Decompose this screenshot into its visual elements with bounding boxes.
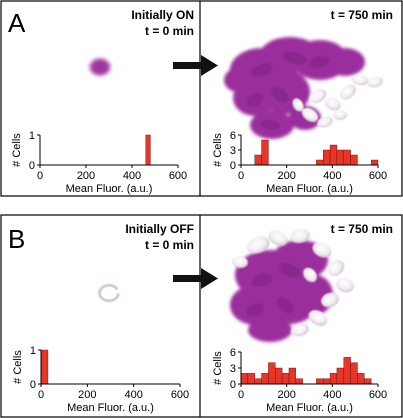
panel-a: A Initially ON t = 0 min t = 750 min — [0, 0, 403, 197]
x-tick-label: 400 — [323, 170, 341, 182]
panel-a-colony-image — [224, 37, 383, 139]
x-axis-label: Mean Fluor. (a.u.) — [266, 402, 353, 414]
histogram-bar — [336, 367, 344, 385]
y-tick-label: 6 — [230, 130, 236, 142]
y-tick-label: 0 — [230, 160, 236, 172]
x-tick-label: 200 — [78, 389, 96, 401]
x-axis-label: Mean Fluor. (a.u.) — [67, 402, 154, 414]
x-tick-label: 200 — [277, 170, 295, 182]
panel-b-initial-title: Initially OFF — [125, 222, 194, 236]
panel-a-arrow — [173, 55, 218, 76]
x-tick-label: 200 — [277, 389, 295, 401]
y-tick-label: 1 — [30, 345, 36, 357]
histogram-bar — [316, 159, 324, 166]
panel-b-initial-time: t = 0 min — [145, 238, 194, 252]
histogram-bar — [343, 149, 351, 166]
panel-b-histogram-initial: 0 1 0 200 400 600 Mean Fluor. (a.u.) # Cells — [12, 345, 189, 414]
panel-a-final-time: t = 750 min — [331, 8, 393, 22]
histogram-bar — [254, 378, 262, 385]
panel-b-frame — [0, 214, 403, 418]
panel-b-letter: B — [8, 224, 25, 254]
panel-b-final-time: t = 750 min — [331, 222, 393, 236]
panel-b: B Initially OFF t = 0 min t = 750 min — [0, 214, 403, 418]
x-tick-label: 400 — [123, 170, 141, 182]
x-tick-label: 0 — [38, 389, 44, 401]
histogram-bar — [316, 378, 324, 385]
histogram-bar — [295, 378, 303, 385]
histogram-bar — [323, 149, 331, 166]
panel-a-histogram-final: 0 3 6 0 200 400 600 Mean Fluor. (a.u.) # Cells — [212, 130, 387, 195]
panel-a-letter: A — [8, 8, 26, 38]
histogram-bar — [281, 373, 290, 385]
panel-a-initial-cell-image — [88, 57, 112, 77]
panel-a-histogram-initial: 0 1 0 200 400 600 Mean Fluor. (a.u.) # Cells — [11, 130, 187, 195]
x-tick-label: 600 — [369, 170, 387, 182]
x-axis-label: Mean Fluor. (a.u.) — [266, 183, 353, 195]
x-tick-label: 0 — [37, 170, 43, 182]
histogram-bar — [254, 154, 262, 166]
y-axis-label: # Cells — [212, 133, 224, 167]
histogram-bar — [364, 378, 372, 385]
x-tick-label: 600 — [171, 389, 189, 401]
histogram-bar — [145, 134, 151, 166]
histogram-bar — [323, 378, 331, 385]
x-tick-label: 0 — [238, 170, 244, 182]
histogram-bar — [370, 159, 379, 166]
panel-b-initial-cell-image — [98, 284, 124, 302]
histogram-bar — [261, 373, 269, 385]
x-tick-label: 400 — [124, 389, 142, 401]
histogram-bar — [329, 373, 338, 385]
y-axis-label: # Cells — [11, 133, 23, 167]
histogram-bar — [261, 139, 269, 166]
x-tick-label: 200 — [77, 170, 95, 182]
histogram-bar — [350, 154, 358, 166]
histogram-bar — [343, 357, 351, 385]
panel-a-frame — [0, 0, 403, 197]
x-tick-label: 600 — [369, 389, 387, 401]
histogram-bar — [40, 349, 49, 385]
y-tick-label: 0 — [230, 379, 236, 391]
y-tick-label: 6 — [230, 347, 236, 359]
histogram-bar — [329, 144, 338, 166]
panel-a-initial-title: Initially ON — [131, 8, 194, 22]
histogram-bar — [240, 373, 249, 385]
histogram-bar — [275, 367, 283, 385]
histogram-bar — [268, 362, 276, 385]
y-tick-label: 0 — [29, 160, 35, 172]
y-tick-label: 1 — [29, 130, 35, 142]
histogram-bar — [357, 373, 365, 385]
histogram-bar — [336, 149, 344, 166]
y-axis-label: # Cells — [12, 350, 24, 384]
panel-b-arrow — [173, 268, 218, 289]
y-tick-label: 3 — [230, 145, 236, 157]
x-axis-label: Mean Fluor. (a.u.) — [66, 183, 153, 195]
histogram-bar — [288, 367, 297, 385]
panel-b-colony-image — [230, 228, 354, 342]
y-tick-label: 0 — [30, 379, 36, 391]
panel-b-histogram-final: 0 3 6 0 200 400 600 Mean Fluor. (a.u.) # Cells — [212, 347, 387, 414]
y-axis-label: # Cells — [212, 351, 224, 385]
y-tick-label: 3 — [230, 363, 236, 375]
histogram-bar — [350, 362, 358, 385]
x-tick-label: 400 — [323, 389, 341, 401]
x-tick-label: 0 — [238, 389, 244, 401]
x-tick-label: 600 — [169, 170, 187, 182]
histogram-bar — [247, 373, 255, 385]
panel-a-initial-time: t = 0 min — [145, 24, 194, 38]
